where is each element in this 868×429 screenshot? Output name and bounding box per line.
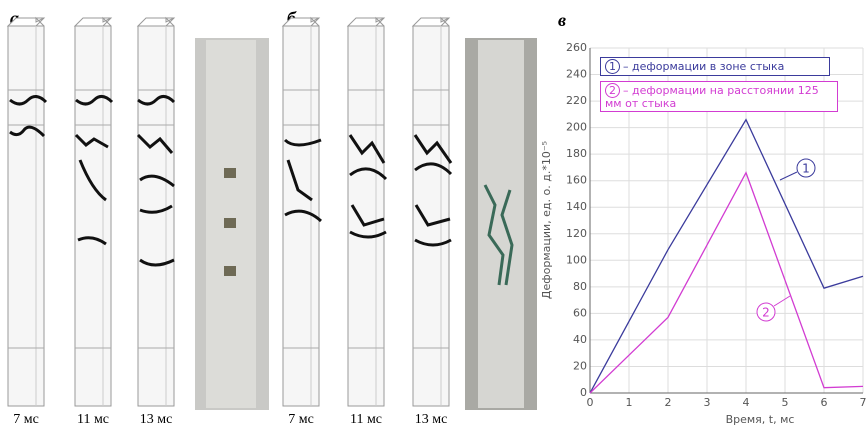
y-tick-label: 260 [566, 41, 587, 54]
column [75, 26, 111, 406]
y-tick-label: 120 [566, 227, 587, 240]
series-marker: 1 [802, 162, 810, 176]
x-tick-label: 1 [626, 396, 633, 409]
y-tick-label: 80 [573, 280, 587, 293]
y-tick-label: 20 [573, 359, 587, 372]
y-tick-label: 60 [573, 306, 587, 319]
column [8, 26, 44, 406]
series-marker: 2 [762, 306, 770, 320]
y-tick-label: 180 [566, 147, 587, 160]
photo-mark [224, 168, 236, 178]
figure: а б в 0204060801001201401601802002202402… [0, 0, 868, 429]
y-tick-label: 240 [566, 68, 587, 81]
caption: 7 мс [13, 412, 39, 427]
y-tick-label: 220 [566, 94, 587, 107]
column-top [413, 18, 449, 26]
series-line [590, 120, 863, 393]
leader [774, 296, 790, 306]
y-tick-label: 100 [566, 253, 587, 266]
column-top [75, 18, 111, 26]
x-tick-label: 2 [665, 396, 672, 409]
column [413, 26, 449, 406]
caption: 11 мс [350, 412, 382, 427]
photo-mark [224, 266, 236, 276]
legend-label: деформации в зоне стыка [632, 60, 784, 73]
leader [780, 172, 797, 180]
x-tick-label: 5 [782, 396, 789, 409]
caption: 11 мс [77, 412, 109, 427]
x-tick-label: 3 [704, 396, 711, 409]
caption: 13 мс [415, 412, 448, 427]
y-tick-label: 200 [566, 121, 587, 134]
legend-marker: 2 [605, 83, 620, 98]
y-tick-label: 40 [573, 333, 587, 346]
legend-dash: – [623, 84, 632, 97]
caption: 7 мс [288, 412, 314, 427]
column-top [138, 18, 174, 26]
panel-label: в [558, 10, 566, 30]
column [138, 26, 174, 406]
column-top [348, 18, 384, 26]
y-tick-label: 140 [566, 200, 587, 213]
legend-entry: 2– деформации на расстоянии 125 мм от ст… [600, 81, 838, 112]
photo-mark [224, 218, 236, 228]
x-axis-label: Время, t, мс [726, 413, 795, 426]
x-tick-label: 7 [860, 396, 867, 409]
y-axis-label: Деформации, ед. о. д.*10⁻⁵ [540, 141, 553, 299]
caption: 13 мс [140, 412, 173, 427]
column [348, 26, 384, 406]
legend-dash: – [623, 60, 632, 73]
x-tick-label: 4 [743, 396, 750, 409]
x-tick-label: 0 [587, 396, 594, 409]
photo-specimen [478, 40, 524, 408]
y-tick-label: 160 [566, 174, 587, 187]
legend-label: деформации на расстоянии 125 мм от стыка [605, 84, 819, 110]
legend-marker: 1 [605, 59, 620, 74]
x-tick-label: 6 [821, 396, 828, 409]
legend-entry: 1– деформации в зоне стыка [600, 57, 830, 76]
